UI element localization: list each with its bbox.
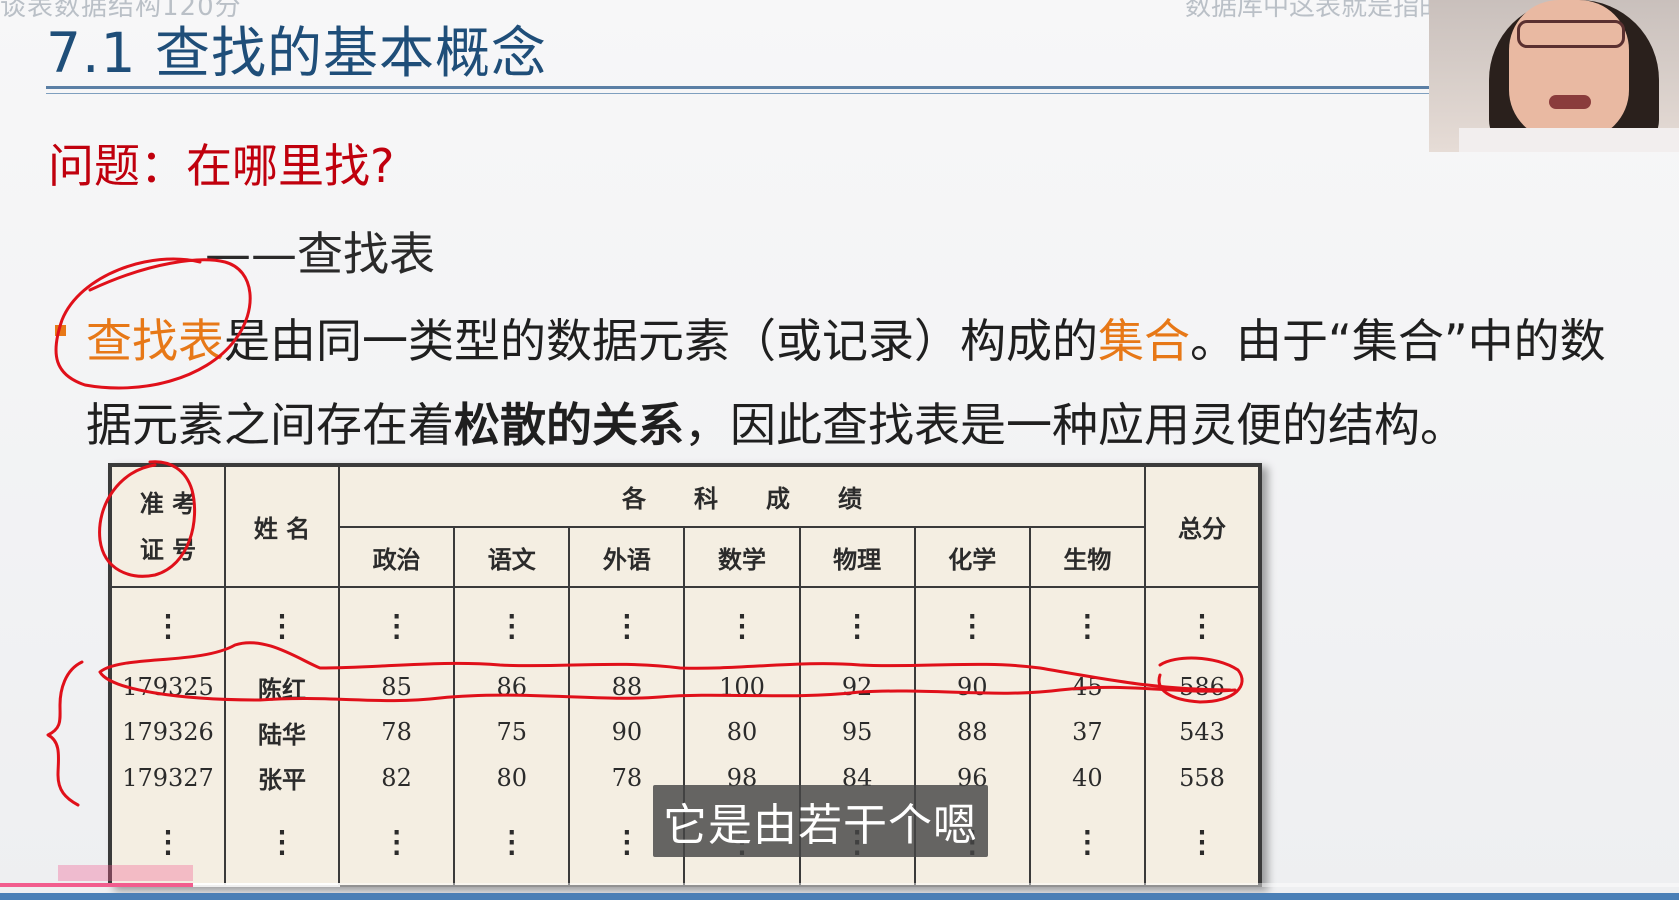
- cell-score: 80: [683, 709, 801, 756]
- ellipsis: ⋮: [1028, 800, 1147, 885]
- presenter-mouth: [1549, 95, 1591, 109]
- definition-text-1: 是由同一类型的数据元素（或记录）构成的: [224, 314, 1098, 368]
- bullet-icon: [55, 325, 66, 336]
- progress-hover-marker: [58, 865, 193, 881]
- ellipsis: ⋮: [110, 800, 226, 885]
- video-title-fragment: 谈表数据结构120分: [0, 0, 242, 22]
- video-progress-fill[interactable]: [0, 883, 193, 887]
- header-total: 总分: [1144, 464, 1260, 589]
- ellipsis: ⋮: [110, 587, 226, 665]
- bottom-accent-bar: [0, 893, 1679, 900]
- ellipsis-row: ⋮⋮⋮⋮⋮⋮⋮⋮⋮⋮: [110, 587, 1260, 665]
- cell-id: 179326: [110, 709, 226, 756]
- ellipsis: ⋮: [683, 587, 801, 665]
- video-progress-track[interactable]: [0, 883, 1679, 887]
- presenter-face: [1509, 0, 1629, 140]
- cell-score: 75: [453, 709, 571, 756]
- cell-score: 88: [568, 664, 686, 710]
- cell-score: 90: [913, 664, 1031, 710]
- definition-text-3: ，因此查找表是一种应用灵便的结构。: [684, 398, 1466, 452]
- ellipsis: ⋮: [1144, 800, 1260, 885]
- cell-score: 88: [913, 709, 1031, 756]
- answer-line: ——查找表: [205, 227, 435, 281]
- loose-relation-bold: 松散的关系: [454, 398, 684, 452]
- presenter-shirt: [1459, 128, 1679, 152]
- cell-score: 86: [453, 664, 571, 710]
- cell-score: 40: [1028, 755, 1147, 801]
- cell-score: 92: [798, 664, 916, 710]
- ellipsis: ⋮: [568, 587, 686, 665]
- title-rule: [46, 86, 1430, 89]
- header-subject: 化学: [913, 526, 1031, 589]
- title-rule-thin: [46, 93, 1430, 94]
- video-caption-fragment: 数据库中这表就是指的: [1185, 0, 1446, 22]
- cell-score: 78: [337, 709, 456, 756]
- cell-total: 586: [1144, 664, 1260, 710]
- cell-score: 82: [337, 755, 456, 801]
- video-subtitle: 它是由若干个嗯: [653, 785, 988, 857]
- cell-score: 95: [798, 709, 916, 756]
- ellipsis: ⋮: [1028, 587, 1147, 665]
- cell-score: 85: [337, 664, 456, 710]
- cell-score: 80: [453, 755, 571, 801]
- ellipsis: ⋮: [224, 800, 340, 885]
- ellipsis: ⋮: [453, 800, 571, 885]
- header-name: 姓 名: [224, 464, 340, 589]
- header-subject: 外语: [568, 526, 686, 589]
- ellipsis: ⋮: [337, 800, 456, 885]
- ellipsis: ⋮: [337, 587, 456, 665]
- slide-title: 7.1 查找的基本概念: [46, 21, 547, 85]
- table-row: 179325 陈红 85 86 88 100 92 90 45 586: [110, 664, 1260, 710]
- ellipsis: ⋮: [913, 587, 1031, 665]
- ellipsis: ⋮: [1144, 587, 1260, 665]
- ink-brace-left: [46, 660, 84, 807]
- header-subject: 语文: [453, 526, 571, 589]
- cell-score: 90: [568, 709, 686, 756]
- cell-score: 37: [1028, 709, 1147, 756]
- cell-name: 张平: [224, 755, 340, 801]
- ellipsis: ⋮: [224, 587, 340, 665]
- cell-score: 100: [683, 664, 801, 710]
- presenter-glasses: [1517, 20, 1625, 48]
- header-subject: 政治: [337, 526, 456, 589]
- presenter-webcam: [1429, 0, 1679, 152]
- term-highlight: 查找表: [86, 314, 224, 368]
- cell-name: 陈红: [224, 664, 340, 710]
- header-subject: 数学: [683, 526, 801, 589]
- ellipsis: ⋮: [453, 587, 571, 665]
- cell-total: 543: [1144, 709, 1260, 756]
- definition-paragraph: 查找表是由同一类型的数据元素（或记录）构成的集合。由于“集合”中的数据元素之间存…: [86, 299, 1646, 467]
- ellipsis: ⋮: [798, 587, 916, 665]
- table-row: 179326 陆华 78 75 90 80 95 88 37 543: [110, 709, 1260, 756]
- header-subject: 生物: [1028, 526, 1147, 589]
- header-subject-group: 各 科 成 绩: [338, 464, 1146, 529]
- set-highlight: 集合: [1098, 314, 1190, 368]
- header-exam-id: 准 考 证 号: [110, 464, 226, 589]
- cell-name: 陆华: [224, 709, 340, 756]
- cell-id: 179325: [110, 664, 226, 710]
- cell-total: 558: [1144, 755, 1260, 801]
- definition-text-2: 。由于“集合”中的数据元素之间存在着: [86, 314, 1606, 452]
- question-heading: 问题：在哪里找?: [48, 139, 395, 193]
- cell-id: 179327: [110, 755, 226, 801]
- cell-score: 45: [1028, 664, 1147, 710]
- header-subject: 物理: [798, 526, 916, 589]
